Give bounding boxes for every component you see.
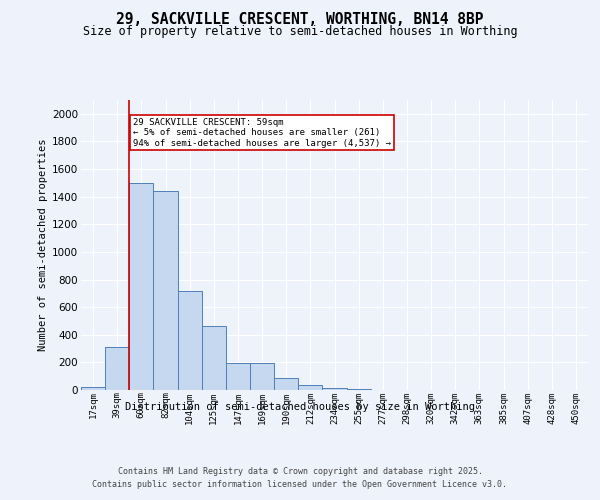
Y-axis label: Number of semi-detached properties: Number of semi-detached properties [38, 138, 48, 352]
Bar [105, 347, 129, 390]
Bar [226, 363, 250, 390]
Text: Distribution of semi-detached houses by size in Worthing: Distribution of semi-detached houses by … [125, 402, 475, 412]
Text: 29, SACKVILLE CRESCENT, WORTHING, BN14 8BP: 29, SACKVILLE CRESCENT, WORTHING, BN14 8… [116, 12, 484, 28]
Text: Contains HM Land Registry data © Crown copyright and database right 2025.: Contains HM Land Registry data © Crown c… [118, 468, 482, 476]
Bar [81, 387, 105, 390]
Text: Size of property relative to semi-detached houses in Worthing: Size of property relative to semi-detach… [83, 25, 517, 38]
Bar [250, 363, 274, 390]
Bar [129, 183, 154, 390]
Bar [178, 290, 202, 390]
Bar [202, 326, 226, 390]
Bar [298, 385, 322, 390]
Bar [274, 378, 298, 390]
Bar [322, 388, 347, 390]
Bar [154, 191, 178, 390]
Text: 29 SACKVILLE CRESCENT: 59sqm
← 5% of semi-detached houses are smaller (261)
94% : 29 SACKVILLE CRESCENT: 59sqm ← 5% of sem… [133, 118, 391, 148]
Text: Contains public sector information licensed under the Open Government Licence v3: Contains public sector information licen… [92, 480, 508, 489]
